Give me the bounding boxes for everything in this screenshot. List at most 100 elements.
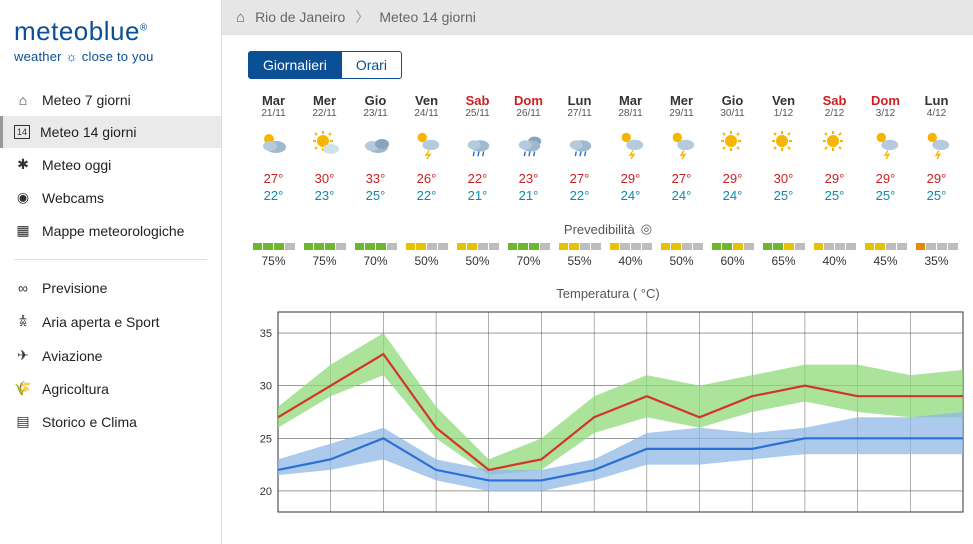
day-date: 21/11 <box>248 108 299 119</box>
sidebar-item-meteo-14-giorni[interactable]: 14Meteo 14 giorni <box>0 116 221 148</box>
day-name: Ven <box>758 93 809 108</box>
predictability-cell: 70% <box>503 243 554 268</box>
day-col[interactable]: Dom3/1229°25° <box>860 93 911 203</box>
predictability-bar <box>661 243 703 250</box>
day-col[interactable]: Ven1/1230°25° <box>758 93 809 203</box>
sidebar-item-aria-aperta-e-sport[interactable]: 𖠋Aria aperta e Sport <box>0 304 221 339</box>
day-col[interactable]: Mar28/1129°24° <box>605 93 656 203</box>
sidebar-item-storico-e-clima[interactable]: ▤Storico e Clima <box>0 405 221 438</box>
day-date: 3/12 <box>860 108 911 119</box>
temp-low: 25° <box>350 188 401 203</box>
nav-label: Mappe meteorologiche <box>42 223 184 239</box>
day-date: 26/11 <box>503 108 554 119</box>
day-col[interactable]: Sab25/1122°21° <box>452 93 503 203</box>
temp-high: 27° <box>656 171 707 186</box>
temp-high: 29° <box>911 171 962 186</box>
home-icon[interactable]: ⌂ <box>236 9 245 26</box>
weather-icon <box>860 127 911 161</box>
predictability-bar <box>304 243 346 250</box>
webcam-icon: ◉ <box>14 189 32 206</box>
temp-high: 29° <box>860 171 911 186</box>
target-icon: ◎ <box>641 221 652 237</box>
day-col[interactable]: Ven24/1126°22° <box>401 93 452 203</box>
predictability-cell: 40% <box>809 243 860 268</box>
day-name: Mer <box>299 93 350 108</box>
day-col[interactable]: Gio30/1129°24° <box>707 93 758 203</box>
predictability-value: 50% <box>656 254 707 268</box>
sidebar-item-previsione[interactable]: ∞Previsione <box>0 272 221 304</box>
weather-icon <box>911 127 962 161</box>
temp-low: 25° <box>809 188 860 203</box>
predictability-value: 75% <box>299 254 350 268</box>
predictability-cell: 35% <box>911 243 962 268</box>
day-date: 24/11 <box>401 108 452 119</box>
predictability-bar <box>865 243 907 250</box>
temp-low: 24° <box>707 188 758 203</box>
nav-label: Previsione <box>42 280 107 296</box>
day-name: Mar <box>605 93 656 108</box>
predictability-bar <box>559 243 601 250</box>
tab-daily[interactable]: Giornalieri <box>248 51 342 79</box>
predictability-cell: 75% <box>248 243 299 268</box>
nav-label: Meteo 7 giorni <box>42 92 131 108</box>
sidebar: meteoblue® weather☼close to you ⌂Meteo 7… <box>0 0 222 544</box>
sidebar-item-mappe-meteorologiche[interactable]: ▦ Mappe meteorologiche <box>0 214 221 247</box>
temp-high: 27° <box>248 171 299 186</box>
predictability-value: 60% <box>707 254 758 268</box>
predictability-value: 40% <box>605 254 656 268</box>
predictability-cell: 50% <box>401 243 452 268</box>
predictability-value: 70% <box>503 254 554 268</box>
day-name: Gio <box>707 93 758 108</box>
predictability-cell: 50% <box>656 243 707 268</box>
predictability-cell: 50% <box>452 243 503 268</box>
sidebar-item-aviazione[interactable]: ✈Aviazione <box>0 339 221 372</box>
svg-text:25: 25 <box>260 433 272 445</box>
predictability-title: Prevedibilità ◎ <box>248 221 968 237</box>
sidebar-item-meteo-oggi[interactable]: ✱Meteo oggi <box>0 148 221 181</box>
sidebar-item-meteo-7-giorni[interactable]: ⌂Meteo 7 giorni <box>0 84 221 116</box>
day-col[interactable]: Dom26/1123°21° <box>503 93 554 203</box>
sidebar-item-agricoltura[interactable]: 🌾 Agricoltura <box>0 372 221 405</box>
day-name: Sab <box>809 93 860 108</box>
temp-low: 25° <box>758 188 809 203</box>
logo[interactable]: meteoblue® weather☼close to you <box>0 6 221 80</box>
nav-divider <box>14 259 207 260</box>
predictability-bar <box>712 243 754 250</box>
day-col[interactable]: Mer29/1127°24° <box>656 93 707 203</box>
day-name: Mar <box>248 93 299 108</box>
nav-label: Meteo oggi <box>42 157 111 173</box>
chevron-icon: 〉 <box>355 7 369 27</box>
temp-high: 30° <box>299 171 350 186</box>
temp-low: 22° <box>554 188 605 203</box>
nav-label: Aviazione <box>42 348 102 364</box>
weather-icon <box>503 127 554 161</box>
logo-brand: meteoblue® <box>14 16 207 47</box>
predictability-value: 50% <box>401 254 452 268</box>
predictability-value: 75% <box>248 254 299 268</box>
day-col[interactable]: Lun27/1127°22° <box>554 93 605 203</box>
weather-icon <box>707 127 758 161</box>
day-col[interactable]: Lun4/1229°25° <box>911 93 962 203</box>
predictability-bar <box>253 243 295 250</box>
temp-high: 29° <box>707 171 758 186</box>
day-col[interactable]: Mer22/1130°23° <box>299 93 350 203</box>
maps-icon: ▦ <box>14 222 32 239</box>
nav-label: Agricoltura <box>42 381 109 397</box>
weather-icon <box>758 127 809 161</box>
day-col[interactable]: Gio23/1133°25° <box>350 93 401 203</box>
day-col[interactable]: Mar21/1127°22° <box>248 93 299 203</box>
tab-hourly[interactable]: Orari <box>342 51 402 79</box>
nav-label: Storico e Clima <box>42 414 137 430</box>
forecast-row: Mar21/1127°22°Mer22/1130°23°Gio23/1133°2… <box>248 93 968 203</box>
temperature-title: Temperatura ( °C) <box>248 286 968 301</box>
agri-icon: 🌾 <box>14 380 32 397</box>
weather-icon <box>350 127 401 161</box>
breadcrumb-location[interactable]: Rio de Janeiro <box>255 9 345 25</box>
day-col[interactable]: Sab2/1229°25° <box>809 93 860 203</box>
day-name: Mer <box>656 93 707 108</box>
svg-text:20: 20 <box>260 486 272 498</box>
temp-low: 23° <box>299 188 350 203</box>
day-date: 4/12 <box>911 108 962 119</box>
sidebar-item-webcams[interactable]: ◉Webcams <box>0 181 221 214</box>
predictability-cell: 45% <box>860 243 911 268</box>
